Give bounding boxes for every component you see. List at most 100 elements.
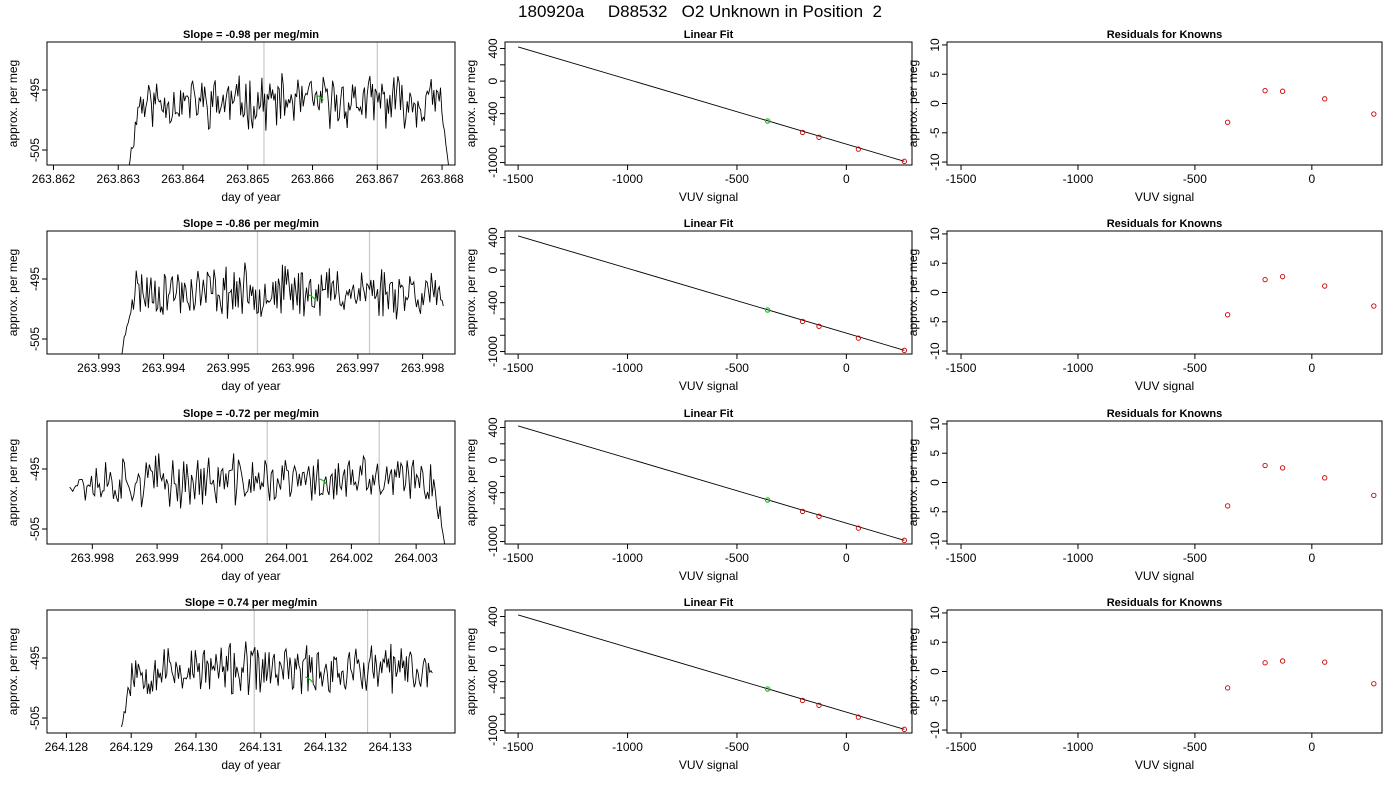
residual-point bbox=[1279, 465, 1286, 471]
x-tick-label: -500 bbox=[725, 551, 749, 565]
x-tick-label: 263.863 bbox=[97, 172, 141, 186]
y-tick-label: -10 bbox=[928, 721, 942, 739]
panel-title: Linear Fit bbox=[684, 29, 734, 41]
residual-point bbox=[1262, 276, 1268, 283]
x-tick-label: 263.865 bbox=[226, 172, 270, 186]
x-tick-label: 263.997 bbox=[336, 361, 380, 375]
known-point bbox=[855, 146, 862, 152]
y-tick-label: -495 bbox=[28, 646, 42, 670]
plot-area bbox=[1224, 274, 1377, 318]
known-point bbox=[901, 347, 907, 353]
x-tick-label: -1500 bbox=[503, 551, 534, 565]
x-tick-label: -500 bbox=[1183, 361, 1207, 375]
unknown-point bbox=[764, 118, 771, 124]
x-tick-label: -500 bbox=[725, 172, 749, 186]
x-tick-label: 264.128 bbox=[45, 740, 89, 754]
y-tick-label: 5 bbox=[928, 639, 942, 646]
residual-point bbox=[1371, 492, 1377, 499]
known-point bbox=[816, 134, 822, 140]
x-axis-label: VUV signal bbox=[679, 379, 738, 393]
y-tick-label: 10 bbox=[928, 417, 942, 431]
unknown-point bbox=[764, 497, 771, 503]
x-tick-label: 263.868 bbox=[420, 172, 464, 186]
panel-title: Residuals for Knowns bbox=[1107, 408, 1223, 420]
y-tick-label: 10 bbox=[928, 227, 942, 241]
known-point bbox=[816, 702, 822, 708]
y-tick-label: 0 bbox=[928, 668, 942, 675]
x-tick-label: 263.862 bbox=[32, 172, 76, 186]
x-tick-label: 264.000 bbox=[200, 551, 244, 565]
known-point bbox=[816, 513, 822, 519]
y-tick-label: 5 bbox=[928, 71, 942, 78]
residuals-1: Residuals for Knowns -1500 -1000 -500 0 10 5 0 -… bbox=[906, 29, 1383, 204]
x-tick-label: 264.133 bbox=[369, 740, 413, 754]
x-tick-label: -500 bbox=[1183, 172, 1207, 186]
residual-point bbox=[1224, 685, 1231, 691]
plot-frame bbox=[946, 230, 1383, 355]
y-axis-label: approx. per meg bbox=[6, 628, 20, 715]
y-tick-label: 400 bbox=[486, 417, 500, 437]
y-tick-label: -1000 bbox=[486, 526, 500, 557]
plot-frame bbox=[504, 420, 913, 545]
plot-frame bbox=[46, 609, 456, 734]
signal-trace bbox=[121, 641, 433, 728]
y-axis-label: approx. per meg bbox=[906, 439, 920, 526]
x-tick-label: 264.130 bbox=[174, 740, 218, 754]
y-tick-label: 400 bbox=[486, 38, 500, 58]
x-tick-label: -1500 bbox=[946, 740, 977, 754]
y-axis-label: approx. per meg bbox=[6, 439, 20, 526]
unknown-point bbox=[764, 686, 771, 692]
y-tick-label: 10 bbox=[928, 38, 942, 52]
y-tick-label: 5 bbox=[928, 450, 942, 457]
x-axis-label: VUV signal bbox=[1135, 379, 1194, 393]
y-tick-label: -10 bbox=[928, 342, 942, 360]
x-tick-label: 263.996 bbox=[271, 361, 315, 375]
residual-point bbox=[1262, 462, 1268, 469]
known-point bbox=[799, 508, 806, 515]
x-tick-label: 0 bbox=[1308, 172, 1315, 186]
x-tick-label: 263.999 bbox=[135, 551, 179, 565]
x-tick-label: -500 bbox=[1183, 551, 1207, 565]
y-tick-label: -505 bbox=[28, 138, 42, 162]
residual-point bbox=[1371, 303, 1377, 309]
fit-line bbox=[518, 46, 905, 162]
x-tick-label: 0 bbox=[843, 361, 850, 375]
residual-point bbox=[1371, 111, 1377, 117]
y-tick-label: -5 bbox=[928, 695, 942, 706]
y-tick-label: 10 bbox=[928, 606, 942, 620]
fit-marker bbox=[308, 294, 317, 301]
y-tick-label: 0 bbox=[486, 456, 500, 463]
y-tick-label: -495 bbox=[28, 78, 42, 102]
y-tick-label: 0 bbox=[486, 645, 500, 652]
y-tick-label: -495 bbox=[28, 457, 42, 481]
known-point bbox=[901, 158, 907, 164]
y-tick-label: -505 bbox=[28, 517, 42, 541]
y-tick-label: 0 bbox=[928, 100, 942, 107]
x-axis-label: VUV signal bbox=[1135, 569, 1194, 583]
residual-point bbox=[1322, 659, 1328, 665]
fit-line bbox=[518, 425, 905, 541]
unknown-point bbox=[764, 307, 771, 313]
x-tick-label: -1500 bbox=[946, 172, 977, 186]
x-tick-label: -1500 bbox=[503, 172, 534, 186]
x-tick-label: 0 bbox=[843, 172, 850, 186]
panel-title: Linear Fit bbox=[684, 597, 734, 609]
residual-point bbox=[1322, 283, 1328, 289]
residual-point bbox=[1322, 96, 1328, 102]
fit-marker bbox=[305, 676, 313, 683]
x-tick-label: -1000 bbox=[1063, 361, 1094, 375]
linear-fit-4: Linear Fit-1500 -1000 -500 04000-400-1000VU… bbox=[464, 597, 913, 772]
known-point bbox=[901, 537, 907, 543]
y-axis-label: approx. per meg bbox=[906, 249, 920, 336]
x-tick-label: 264.131 bbox=[239, 740, 283, 754]
y-axis-label: approx. per meg bbox=[464, 249, 478, 336]
x-tick-label: 263.993 bbox=[77, 361, 121, 375]
x-tick-label: -500 bbox=[725, 740, 749, 754]
x-tick-label: -1000 bbox=[1063, 172, 1094, 186]
plot-frame bbox=[946, 420, 1383, 545]
plot-frame bbox=[504, 609, 913, 734]
x-tick-label: 0 bbox=[1308, 361, 1315, 375]
x-axis-label: day of year bbox=[221, 569, 280, 583]
x-tick-label: -1500 bbox=[946, 361, 977, 375]
y-tick-label: -505 bbox=[28, 706, 42, 730]
